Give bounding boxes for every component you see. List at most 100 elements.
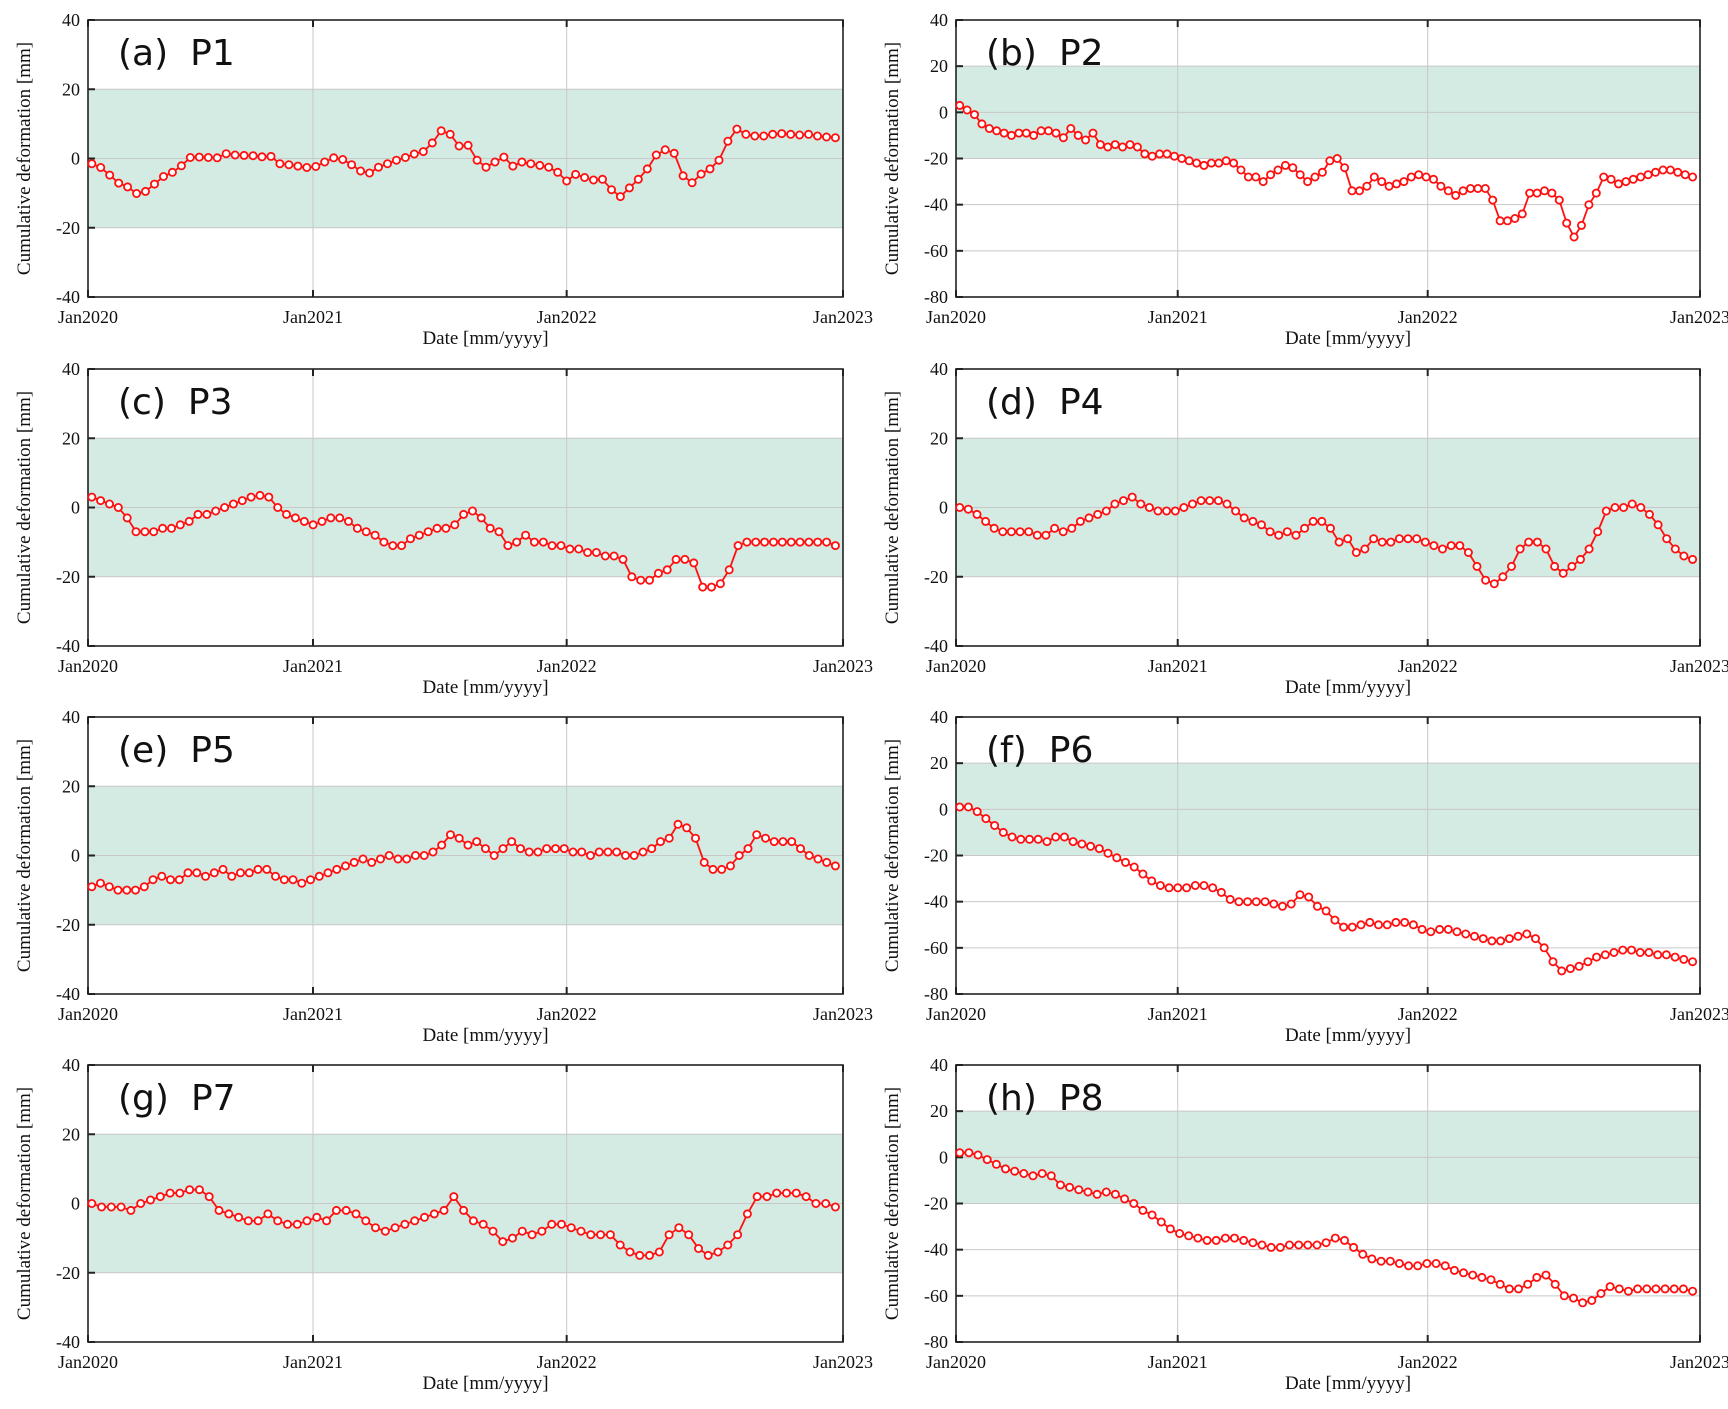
data-point [165, 1188, 175, 1198]
data-point [742, 537, 752, 547]
data-point [691, 833, 701, 843]
data-point [1251, 897, 1261, 907]
data-point [388, 541, 398, 551]
data-point [591, 548, 601, 558]
data-point [1541, 1270, 1551, 1280]
data-point [1480, 183, 1490, 193]
y-tick-label: -40 [924, 636, 948, 656]
data-point [1362, 181, 1372, 191]
data-point [821, 1199, 831, 1209]
x-tick-label: Jan2021 [1148, 307, 1208, 327]
data-point [1147, 151, 1157, 161]
data-point [612, 847, 622, 857]
data-point [1196, 496, 1206, 506]
panel-label: (g) [118, 1078, 169, 1119]
y-axis-title: Cumulative deformation [mm] [14, 391, 35, 624]
data-point [400, 152, 410, 162]
data-point [130, 885, 140, 895]
data-point [1673, 167, 1683, 177]
data-point [1156, 1217, 1166, 1227]
data-point [596, 1230, 606, 1240]
data-point [445, 830, 455, 840]
chart-panel-h: Jan2020 Jan2021 Jan2022 Jan2023 -80 -60 -40 -20… [882, 1055, 1728, 1394]
data-point [830, 133, 840, 143]
data-point [1610, 502, 1620, 512]
data-point [1243, 897, 1253, 907]
data-point [214, 1205, 224, 1215]
data-point [1067, 523, 1077, 533]
data-point [556, 541, 566, 551]
data-point [1619, 502, 1629, 512]
data-point [1627, 945, 1637, 955]
data-point [193, 509, 203, 519]
x-tick-label: Jan2020 [58, 1352, 118, 1372]
data-point [1153, 506, 1163, 516]
data-point [132, 188, 142, 198]
data-point [568, 847, 578, 857]
data-point [380, 1226, 390, 1236]
data-point [1525, 188, 1535, 198]
data-point [1408, 920, 1418, 930]
chart-panel-d: Jan2020 Jan2021 Jan2022 Jan2023 -40 -20 0 20 40 D… [882, 359, 1728, 698]
panel-tag: (a) P1 [118, 33, 235, 74]
data-point [308, 520, 318, 530]
data-point [1679, 954, 1689, 964]
chart-panel-e: Jan2020 Jan2021 Jan2022 Jan2023 -40 -20 0 20 40 D… [14, 707, 873, 1046]
y-tick-label: -20 [924, 567, 948, 587]
data-point [1081, 135, 1091, 145]
data-point [1317, 167, 1327, 177]
data-point [1300, 523, 1310, 533]
x-axis-title: Date [mm/yyyy] [422, 1025, 548, 1046]
data-point [963, 802, 973, 812]
data-point [255, 490, 265, 500]
data-point [991, 1159, 1001, 1169]
data-point [762, 1192, 772, 1202]
data-point [1473, 183, 1483, 193]
data-point [813, 131, 823, 141]
data-point [1688, 172, 1698, 182]
data-point [1523, 1279, 1533, 1289]
data-point [1449, 1265, 1459, 1275]
data-point [1066, 124, 1076, 134]
data-point [795, 130, 805, 140]
data-point [1382, 920, 1392, 930]
data-point [732, 124, 742, 134]
data-point [262, 864, 272, 874]
data-point [1051, 128, 1061, 138]
x-tick-label: Jan2023 [813, 1004, 873, 1024]
data-point [1481, 575, 1491, 585]
data-point [636, 575, 646, 585]
data-point [449, 1192, 459, 1202]
data-point [437, 840, 447, 850]
data-point [822, 537, 832, 547]
data-point [253, 864, 263, 874]
data-point [326, 513, 336, 523]
data-point [1294, 1240, 1304, 1250]
data-point [97, 1202, 107, 1212]
data-point [1231, 506, 1241, 516]
data-point [1321, 1238, 1331, 1248]
data-point [1330, 1233, 1340, 1243]
data-point [136, 1199, 146, 1209]
data-point [1088, 128, 1098, 138]
data-point [1173, 883, 1183, 893]
chart-panel-f: Jan2020 Jan2021 Jan2022 Jan2023 -80 -60 -40 -20… [882, 707, 1728, 1046]
y-axis-title: Cumulative deformation [mm] [14, 42, 35, 275]
data-point [356, 166, 366, 176]
data-point [1435, 924, 1445, 934]
data-point [1678, 1284, 1688, 1294]
data-point [96, 496, 106, 506]
panel-title: P6 [1049, 730, 1094, 771]
data-point [1621, 177, 1631, 187]
data-point [209, 868, 219, 878]
x-axis-title: Date [mm/yyyy] [1285, 1373, 1411, 1394]
data-point [1059, 832, 1069, 842]
chart-panel-c: Jan2020 Jan2021 Jan2022 Jan2023 -40 -20 0 20 40 D… [14, 359, 873, 698]
data-point [1601, 506, 1611, 516]
data-point [1208, 883, 1218, 893]
data-point [786, 537, 796, 547]
data-point [1095, 140, 1105, 150]
data-point [1550, 561, 1560, 571]
data-point [194, 152, 204, 162]
data-point [498, 844, 508, 854]
